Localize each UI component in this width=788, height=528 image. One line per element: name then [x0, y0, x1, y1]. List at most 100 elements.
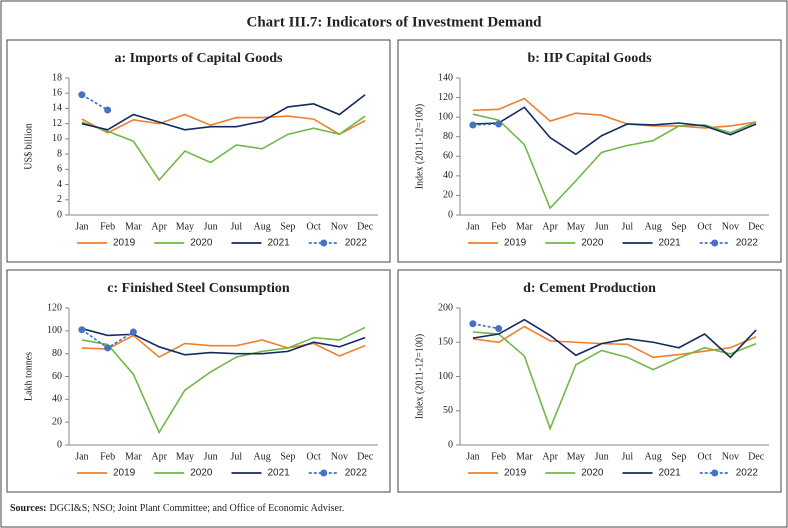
series-line: [81, 94, 366, 131]
series-line: [472, 331, 757, 431]
panel-title: c: Finished Steel Consumption: [107, 281, 290, 296]
y-tick-label: 0: [57, 209, 62, 220]
y-tick-label: 80: [52, 348, 62, 359]
x-tick-label: Oct: [306, 451, 321, 462]
y-tick-label: 14: [52, 103, 62, 114]
y-tick-label: 120: [47, 302, 62, 313]
sources: Sources: DGCI&S; NSO; Joint Plant Committ…: [10, 503, 344, 514]
x-tick-label: Nov: [331, 221, 348, 232]
x-tick-label: Jan: [75, 221, 88, 232]
x-tick-label: May: [176, 451, 194, 462]
panel-title: a: Imports of Capital Goods: [114, 51, 283, 66]
x-tick-label: Sep: [671, 451, 686, 462]
x-tick-label: Jun: [204, 221, 218, 232]
legend-label: 2022: [736, 468, 759, 479]
y-tick-label: 20: [52, 416, 62, 427]
series-line: [81, 94, 109, 111]
x-tick-label: Dec: [357, 221, 374, 232]
series-marker: [495, 120, 503, 128]
y-tick-label: 100: [47, 325, 62, 336]
x-tick-label: Feb: [491, 451, 506, 462]
y-tick-label: 120: [438, 92, 453, 103]
series-marker: [469, 320, 477, 328]
series-line: [81, 113, 366, 136]
series-marker: [469, 121, 477, 129]
x-tick-label: Mar: [516, 451, 533, 462]
x-tick-label: May: [567, 221, 585, 232]
legend-label: 2020: [581, 468, 604, 479]
y-tick-label: 150: [438, 337, 453, 348]
x-tick-label: Sep: [280, 451, 295, 462]
legend-label: 2020: [190, 238, 213, 249]
x-tick-label: Jul: [231, 221, 243, 232]
series-line: [81, 115, 366, 182]
series-marker: [129, 328, 137, 336]
x-tick-label: Aug: [254, 451, 271, 462]
x-tick-label: Jun: [595, 451, 609, 462]
x-tick-label: Apr: [151, 221, 167, 232]
panel-border: [397, 269, 782, 493]
series-line: [472, 322, 499, 330]
y-axis-label: US$ billion: [23, 123, 34, 169]
x-tick-label: May: [567, 451, 585, 462]
x-tick-label: Mar: [125, 451, 142, 462]
legend-label: 2019: [504, 238, 527, 249]
legend-label: 2021: [659, 238, 682, 249]
series-marker: [495, 325, 503, 333]
y-tick-label: 6: [57, 164, 62, 175]
y-tick-label: 100: [438, 111, 453, 122]
series-marker: [78, 91, 86, 99]
panel-border: [6, 269, 391, 493]
x-tick-label: May: [176, 221, 194, 232]
legend-label: 2019: [113, 468, 136, 479]
legend-marker: [320, 469, 328, 477]
x-tick-label: Aug: [645, 221, 662, 232]
legend-label: 2022: [736, 238, 759, 249]
legend-label: 2019: [113, 238, 136, 249]
y-tick-label: 0: [448, 209, 453, 220]
x-tick-label: Apr: [151, 451, 167, 462]
sources-text: DGCI&S; NSO; Joint Plant Committee; and …: [49, 503, 344, 514]
y-tick-label: 40: [52, 394, 62, 405]
legend-label: 2020: [581, 238, 604, 249]
x-tick-label: Sep: [671, 221, 686, 232]
y-tick-label: 60: [52, 371, 62, 382]
figure-title: Chart III.7: Indicators of Investment De…: [247, 14, 543, 30]
x-tick-label: Oct: [697, 221, 712, 232]
y-tick-label: 8: [57, 148, 62, 159]
x-tick-label: Dec: [748, 451, 765, 462]
panel-title: d: Cement Production: [523, 281, 656, 296]
y-tick-label: 2: [57, 194, 62, 205]
y-tick-label: 0: [57, 439, 62, 450]
x-tick-label: Mar: [125, 221, 142, 232]
x-tick-label: Feb: [100, 451, 115, 462]
x-tick-label: Feb: [100, 221, 115, 232]
y-tick-label: 80: [443, 131, 453, 142]
x-tick-label: Jan: [466, 451, 479, 462]
x-tick-label: Aug: [645, 451, 662, 462]
x-tick-label: Aug: [254, 221, 271, 232]
y-tick-label: 18: [52, 72, 62, 83]
x-tick-label: Apr: [542, 451, 558, 462]
y-tick-label: 20: [443, 190, 453, 201]
y-tick-label: 12: [52, 118, 62, 129]
y-tick-label: 40: [443, 170, 453, 181]
x-tick-label: Jul: [622, 451, 634, 462]
series-marker: [78, 326, 86, 334]
x-tick-label: Jul: [622, 221, 634, 232]
x-tick-label: Jan: [466, 221, 479, 232]
panel-border: [397, 39, 782, 263]
x-tick-label: Jan: [75, 451, 88, 462]
panel-title: b: IIP Capital Goods: [527, 51, 652, 66]
y-tick-label: 50: [443, 405, 453, 416]
y-axis-label: Index (2011-12=100): [414, 104, 425, 190]
x-tick-label: Jun: [595, 221, 609, 232]
x-tick-label: Nov: [722, 221, 739, 232]
x-tick-label: Feb: [491, 221, 506, 232]
x-tick-label: Apr: [542, 221, 558, 232]
series-line: [472, 106, 757, 156]
y-tick-label: 60: [443, 151, 453, 162]
series-line: [81, 334, 366, 359]
series-marker: [104, 106, 112, 114]
